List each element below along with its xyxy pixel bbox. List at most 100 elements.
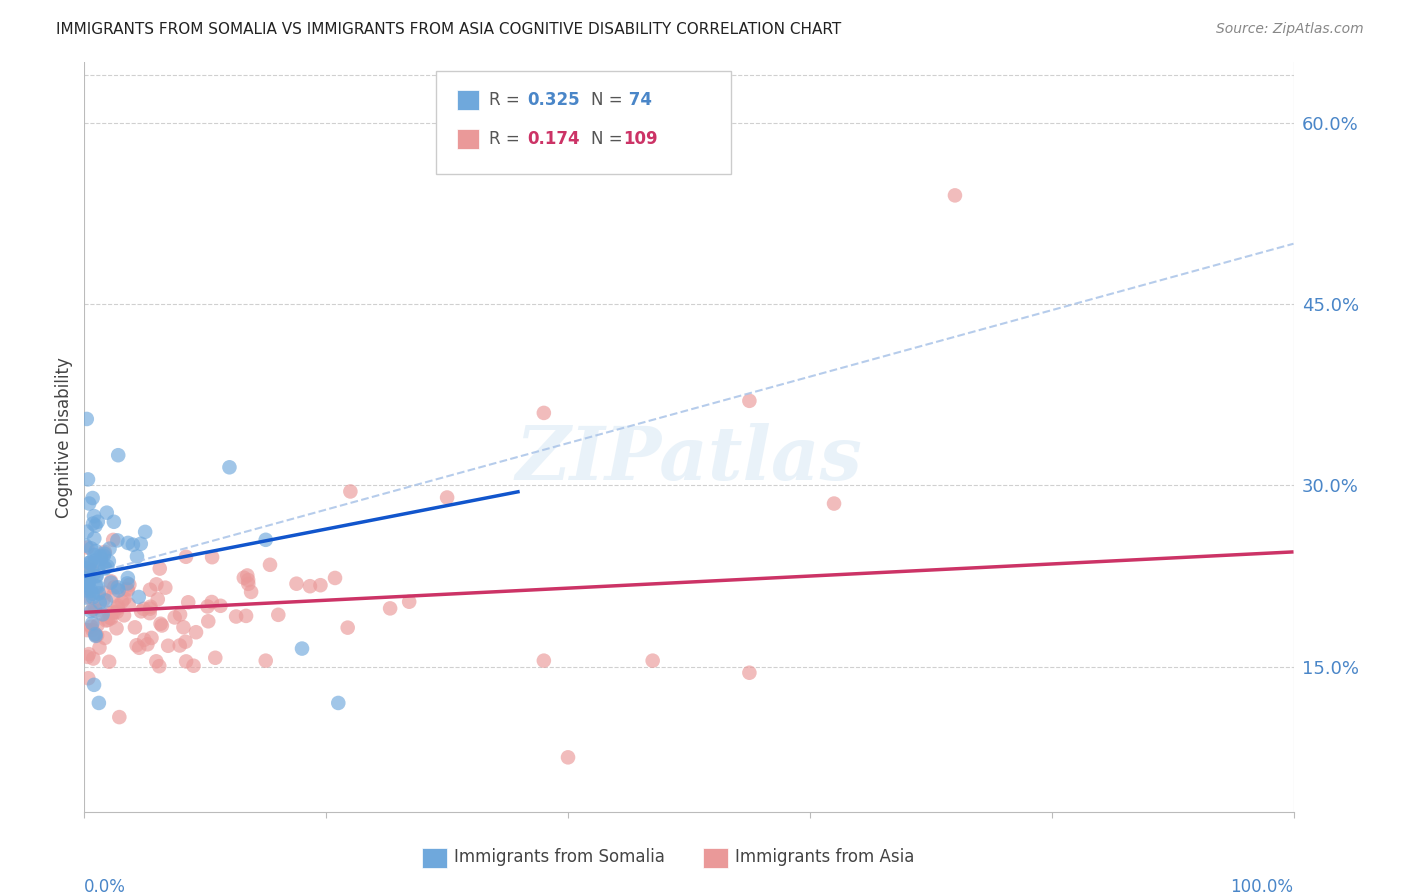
- Point: [82, 516, 104, 531]
- Point: [83, 601, 105, 615]
- Point: [124, 620, 146, 634]
- Point: [259, 558, 281, 572]
- Point: [93, 549, 115, 563]
- Point: [94, 545, 117, 559]
- Point: [103, 580, 125, 594]
- Point: [114, 591, 136, 606]
- Point: [149, 616, 172, 631]
- Point: [87, 586, 110, 600]
- Point: [79, 555, 101, 569]
- Point: [80, 563, 103, 577]
- Point: [107, 601, 129, 615]
- Text: N =: N =: [591, 130, 627, 148]
- Point: [76, 649, 98, 664]
- Text: Immigrants from Somalia: Immigrants from Somalia: [454, 848, 665, 866]
- Point: [87, 696, 110, 710]
- Point: [84, 627, 107, 641]
- Point: [87, 515, 110, 529]
- Point: [82, 587, 104, 601]
- Point: [75, 571, 97, 585]
- Point: [235, 608, 257, 623]
- Text: R =: R =: [489, 91, 526, 109]
- Point: [75, 539, 97, 553]
- Point: [139, 582, 162, 597]
- Text: N =: N =: [591, 91, 627, 109]
- Text: ZIPatlas: ZIPatlas: [516, 424, 862, 496]
- Point: [82, 591, 104, 605]
- Point: [96, 506, 118, 520]
- Point: [240, 585, 263, 599]
- Point: [107, 599, 129, 613]
- Point: [100, 575, 122, 590]
- Point: [118, 578, 141, 592]
- Point: [236, 573, 259, 587]
- Point: [77, 574, 100, 589]
- Point: [254, 533, 277, 547]
- Text: IMMIGRANTS FROM SOMALIA VS IMMIGRANTS FROM ASIA COGNITIVE DISABILITY CORRELATION: IMMIGRANTS FROM SOMALIA VS IMMIGRANTS FR…: [56, 22, 841, 37]
- Point: [115, 582, 138, 596]
- Point: [823, 497, 845, 511]
- Point: [103, 533, 125, 547]
- Point: [83, 509, 105, 524]
- Point: [76, 524, 98, 539]
- Point: [94, 631, 117, 645]
- Point: [84, 518, 107, 533]
- Point: [155, 581, 177, 595]
- Point: [225, 609, 247, 624]
- Point: [82, 616, 104, 631]
- Point: [82, 602, 104, 616]
- Point: [86, 618, 108, 632]
- Point: [93, 592, 115, 607]
- Point: [129, 604, 152, 618]
- Point: [80, 604, 103, 618]
- Point: [309, 578, 332, 592]
- Point: [80, 619, 103, 633]
- Point: [236, 568, 259, 582]
- Point: [87, 560, 110, 574]
- Text: 74: 74: [623, 91, 652, 109]
- Point: [96, 559, 118, 574]
- Point: [100, 611, 122, 625]
- Point: [138, 606, 160, 620]
- Point: [84, 629, 107, 643]
- Point: [76, 541, 98, 555]
- Point: [101, 589, 124, 603]
- Point: [136, 637, 159, 651]
- Point: [204, 650, 226, 665]
- Point: [77, 590, 100, 604]
- Point: [100, 574, 122, 589]
- Point: [87, 580, 110, 594]
- Text: R =: R =: [489, 130, 526, 148]
- Point: [157, 639, 180, 653]
- Point: [201, 550, 224, 565]
- Point: [82, 651, 104, 665]
- Point: [105, 605, 128, 619]
- Point: [97, 613, 120, 627]
- Point: [83, 566, 105, 581]
- Point: [80, 541, 103, 556]
- Y-axis label: Cognitive Disability: Cognitive Disability: [55, 357, 73, 517]
- Point: [174, 634, 197, 648]
- Point: [336, 621, 359, 635]
- Point: [107, 580, 129, 594]
- Point: [125, 638, 148, 652]
- Point: [943, 188, 966, 202]
- Point: [103, 606, 125, 620]
- Point: [86, 569, 108, 583]
- Point: [184, 625, 207, 640]
- Point: [112, 608, 135, 623]
- Point: [76, 412, 98, 426]
- Point: [75, 591, 97, 605]
- Point: [128, 640, 150, 655]
- Point: [197, 599, 219, 614]
- Point: [111, 594, 134, 608]
- Point: [98, 655, 121, 669]
- Point: [108, 710, 131, 724]
- Point: [134, 524, 156, 539]
- Point: [177, 595, 200, 609]
- Point: [209, 599, 232, 613]
- Point: [163, 610, 186, 624]
- Point: [84, 604, 107, 618]
- Point: [94, 561, 117, 575]
- Point: [117, 582, 139, 597]
